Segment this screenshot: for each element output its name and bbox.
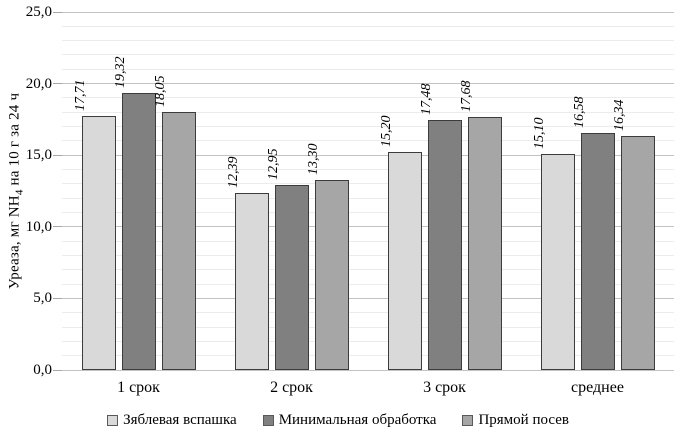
y-axis-title-suffix: на 10 г за 24 ч (6, 92, 23, 190)
bar-value-label: 15,20 (378, 115, 394, 148)
bar-series3-group2 (314, 179, 349, 370)
y-tick-label: 25,0 (25, 4, 52, 20)
y-tick-label: 15,0 (25, 147, 52, 164)
bar-value-label: 19,32 (112, 56, 128, 89)
bar-series2-group3 (427, 119, 462, 370)
bar-value-label: 18,05 (152, 75, 168, 107)
y-tick-label: 10,0 (25, 218, 52, 235)
y-tick-mark (53, 297, 62, 299)
bar-value-label: 12,95 (265, 148, 281, 180)
minor-gridline (62, 340, 674, 342)
y-tick-mark (53, 11, 62, 13)
major-gridline (62, 154, 674, 156)
bar-value-label: 15,10 (531, 117, 547, 149)
minor-gridline (62, 269, 674, 271)
minor-gridline (62, 183, 674, 185)
bar-series1-group3 (387, 152, 422, 370)
y-axis-title-subscript: 4 (13, 189, 26, 196)
bar-value-label: 17,71 (72, 79, 88, 112)
bar-series3-group4 (620, 136, 655, 370)
y-tick-mark (53, 83, 62, 85)
legend-swatch-icon (262, 415, 274, 426)
minor-gridline (62, 211, 674, 213)
legend-label: Зяблевая вспашка (123, 412, 237, 428)
legend-item: Минимальная обработка (262, 412, 437, 429)
bar-value-label: 16,34 (611, 99, 627, 132)
legend-item: Зяблевая вспашка (107, 412, 237, 429)
minor-gridline (62, 97, 674, 99)
minor-gridline (62, 68, 674, 70)
y-tick-label: 20,0 (25, 75, 52, 92)
plot-area: 17,71 19,32 18,05 12,39 12,95 13,30 15,20 17,48… (62, 11, 674, 371)
legend-swatch-icon (107, 415, 119, 426)
bar-series1-group4 (540, 153, 575, 370)
minor-gridline (62, 126, 674, 128)
y-tick-label: 0,0 (33, 362, 52, 378)
y-tick-mark (53, 154, 62, 156)
minor-gridline (62, 197, 674, 199)
x-axis-label: 3 срок (423, 379, 466, 396)
legend-swatch-icon (462, 415, 474, 426)
major-gridline (62, 369, 674, 371)
legend-label: Минимальная обработка (278, 412, 437, 428)
x-axis-label: среднее (571, 379, 624, 396)
bar-series2-group2 (274, 184, 309, 370)
minor-gridline (62, 169, 674, 171)
major-gridline (62, 11, 674, 13)
legend-item: Прямой посев (462, 412, 569, 429)
minor-gridline (62, 312, 674, 314)
legend: Зяблевая вспашка Минимальная обработка Пря… (0, 412, 676, 429)
y-tick-mark (53, 226, 62, 228)
bar-value-label: 13,30 (305, 143, 321, 175)
y-tick-label: 5,0 (33, 290, 52, 307)
minor-gridline (62, 254, 674, 256)
bar-series3-group3 (467, 116, 502, 370)
bar-series2-group4 (580, 132, 615, 370)
bar-value-label: 12,39 (225, 156, 241, 188)
major-gridline (62, 83, 674, 85)
bar-value-label: 17,68 (458, 80, 474, 112)
bar-value-label: 16,58 (571, 96, 587, 128)
bar-series2-group1 (121, 93, 156, 370)
x-axis-label: 1 срок (117, 379, 160, 396)
minor-gridline (62, 240, 674, 242)
major-gridline (62, 226, 674, 228)
minor-gridline (62, 54, 674, 56)
major-gridline (62, 297, 674, 299)
bar-series1-group1 (81, 116, 116, 370)
bar-value-label: 17,48 (418, 83, 434, 115)
minor-gridline (62, 326, 674, 328)
minor-gridline (62, 111, 674, 113)
x-axis-label: 2 срок (270, 379, 313, 396)
y-axis-title: Уреаза, мг NH4 на 10 г за 24 ч (7, 93, 26, 289)
bar-series3-group1 (161, 111, 196, 370)
y-tick-mark (53, 369, 62, 371)
minor-gridline (62, 25, 674, 27)
minor-gridline (62, 283, 674, 285)
minor-gridline (62, 140, 674, 142)
minor-gridline (62, 355, 674, 357)
bar-series1-group2 (234, 192, 269, 370)
y-axis-title-text: Уреаза, мг NH (6, 195, 23, 290)
legend-label: Прямой посев (478, 412, 569, 428)
minor-gridline (62, 40, 674, 42)
